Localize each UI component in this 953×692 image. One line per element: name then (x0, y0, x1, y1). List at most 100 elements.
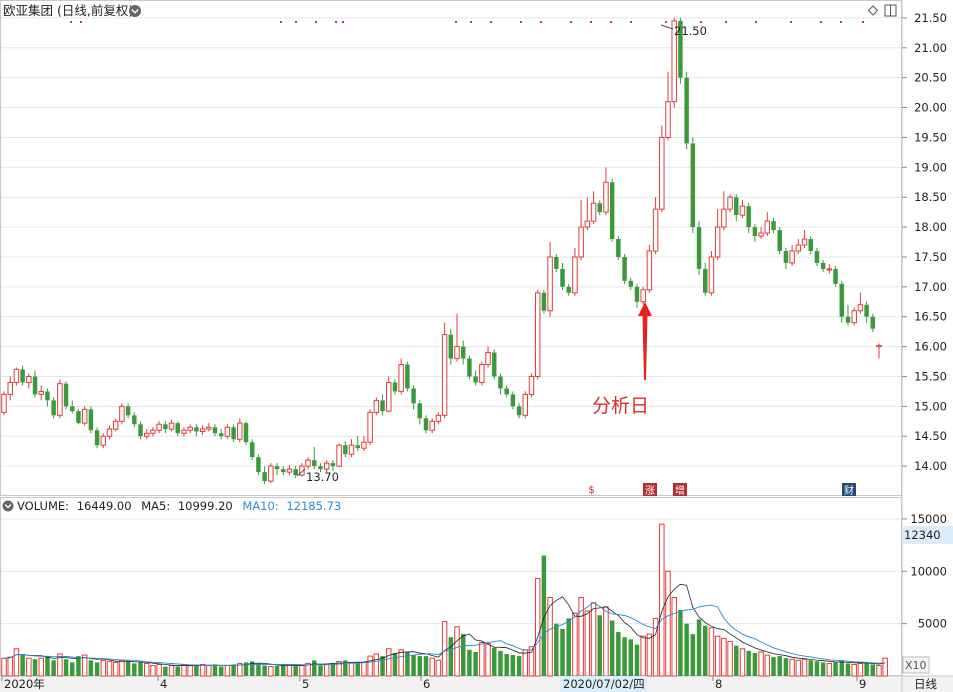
svg-text:日线: 日线 (914, 677, 937, 691)
volume-bar (560, 628, 565, 676)
diamond-icon[interactable] (867, 5, 879, 16)
candle (590, 191, 597, 225)
candle (739, 200, 746, 219)
candle (566, 283, 571, 296)
analysis-arrow (638, 302, 652, 380)
candle (833, 265, 838, 287)
volume-bar (516, 656, 522, 676)
event-marker-increase[interactable]: 增 (673, 483, 687, 497)
volume-bar (231, 664, 236, 676)
volume-bar (845, 663, 851, 676)
volume-bar (534, 578, 541, 677)
ma10-line (3, 602, 886, 666)
volume-bar (771, 657, 776, 676)
candle (622, 253, 627, 284)
volume-bar (703, 625, 708, 676)
volume-bar (262, 665, 267, 676)
volume-bar (367, 655, 373, 677)
event-marker-limit-up[interactable]: 涨 (643, 483, 657, 497)
volume-bar (652, 617, 659, 677)
chevron-down-icon[interactable] (2, 500, 14, 512)
event-dot (335, 21, 337, 23)
candle (7, 376, 13, 401)
candle (678, 17, 683, 84)
event-dot (295, 21, 297, 23)
volume-bar (143, 662, 150, 677)
volume-bar (678, 610, 683, 676)
volume-bar (112, 661, 119, 677)
candle (764, 212, 771, 237)
candle (460, 340, 466, 365)
volume-bar (348, 661, 355, 677)
volume-bar (504, 654, 509, 676)
candle (106, 425, 113, 440)
candle (714, 209, 721, 260)
event-dot (70, 21, 72, 23)
volume-bar (237, 662, 243, 677)
volume-bar (32, 659, 38, 676)
candle (876, 343, 882, 359)
candle (609, 179, 615, 243)
candle (777, 227, 782, 254)
candle (293, 466, 298, 479)
candle (665, 71, 671, 141)
volume-bar (26, 657, 32, 677)
window-icon[interactable] (884, 4, 897, 17)
candle (348, 439, 355, 458)
volume-bar (7, 656, 13, 677)
candle (652, 197, 659, 254)
volume-bar (473, 651, 478, 676)
volume-bar (727, 640, 733, 677)
candle (646, 245, 653, 293)
svg-text:涨: 涨 (645, 485, 655, 497)
candle (45, 388, 50, 407)
event-dot (540, 21, 542, 23)
event-dots (70, 21, 864, 23)
volume-bar (572, 612, 578, 677)
volume-bar (106, 660, 113, 677)
event-marker-financial[interactable]: 财 (842, 483, 856, 497)
price-tick-label: 17.00 (914, 280, 947, 294)
candle (820, 259, 826, 272)
volume-bar (758, 651, 764, 677)
volume-bar (665, 570, 671, 677)
volume-bar (566, 618, 571, 676)
volume-bar (168, 665, 175, 677)
volume-bar (714, 635, 721, 677)
volume-bar (76, 656, 81, 676)
candle (857, 292, 864, 314)
candle (492, 349, 497, 380)
volume-bar (392, 652, 398, 676)
period-button[interactable]: 日线 (914, 677, 937, 691)
candle (560, 262, 565, 290)
svg-text:增: 增 (675, 484, 685, 497)
volume-bar (423, 656, 429, 676)
volume-header: VOLUME: 16449.00 MA5: 10999.20 MA10: 121… (2, 499, 341, 513)
event-marker-dividend[interactable]: $ (586, 483, 597, 496)
volume-bar (616, 632, 621, 676)
price-tick-label: 16.00 (914, 340, 947, 354)
candle (212, 424, 218, 437)
volume-bar (876, 665, 882, 677)
event-dot (725, 21, 727, 23)
candle (51, 397, 56, 419)
volume-bar (870, 664, 876, 676)
candle (746, 203, 751, 234)
time-label: 9 (859, 677, 866, 691)
candle (392, 379, 398, 395)
price-tick-label: 18.00 (914, 220, 947, 234)
volume-bar (175, 666, 180, 676)
event-dot (455, 21, 457, 23)
candle (76, 409, 81, 425)
candle (218, 429, 224, 440)
price-tick-label: 19.50 (914, 130, 947, 144)
volume-bar (156, 663, 162, 677)
volume-bar (578, 596, 584, 677)
volume-bar (851, 663, 857, 677)
candle (690, 137, 696, 234)
volume-bar (808, 660, 813, 676)
candle (231, 424, 236, 443)
candle (603, 167, 609, 216)
chevron-down-icon[interactable] (129, 5, 141, 17)
